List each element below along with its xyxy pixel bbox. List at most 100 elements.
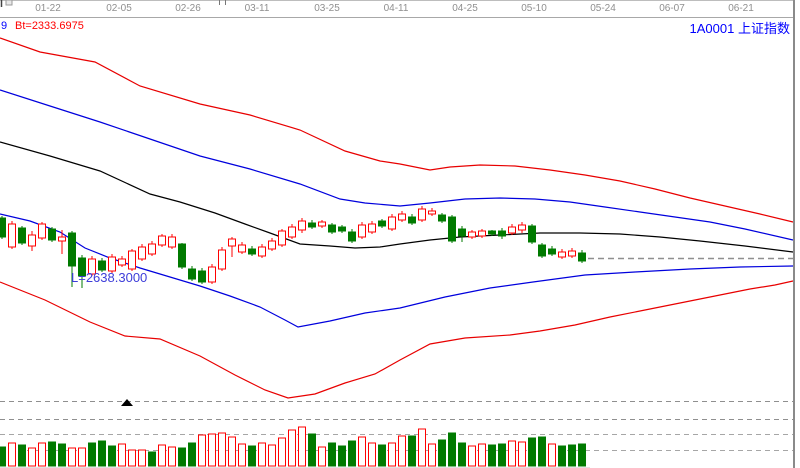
candle-body bbox=[438, 214, 446, 222]
axis-tick-label: 02-05 bbox=[106, 3, 132, 14]
candle-body bbox=[268, 240, 276, 250]
volume-bar bbox=[448, 432, 456, 467]
window-artifact-box bbox=[5, 0, 13, 6]
axis-tick-label: 05-10 bbox=[521, 3, 547, 14]
volume-bar bbox=[348, 440, 356, 467]
candle-body bbox=[98, 260, 106, 271]
candle-body bbox=[368, 223, 376, 233]
volume-bar bbox=[308, 433, 316, 467]
candle-body bbox=[318, 221, 326, 227]
volume-bar bbox=[438, 439, 446, 467]
volume-bar bbox=[498, 443, 506, 467]
candle-body bbox=[528, 225, 536, 243]
candle-body bbox=[198, 270, 206, 283]
candle-body bbox=[568, 250, 576, 257]
candle-body bbox=[168, 236, 176, 248]
axis-tick-label: 04-25 bbox=[452, 3, 478, 14]
candle-body bbox=[478, 230, 486, 237]
volume-bar bbox=[218, 432, 226, 467]
axis-tick-label: 04-11 bbox=[383, 3, 409, 14]
axis-tick-label: 02-26 bbox=[175, 3, 201, 14]
candle-body bbox=[508, 226, 516, 234]
candle-body bbox=[448, 216, 456, 242]
volume-bar bbox=[38, 442, 46, 467]
volume-bar bbox=[28, 447, 36, 467]
volume-bar bbox=[88, 442, 96, 467]
upper-red-band-line bbox=[0, 37, 794, 223]
candle-body bbox=[78, 257, 86, 277]
candle-body bbox=[328, 224, 336, 233]
axis-tick-label: 06-07 bbox=[659, 3, 685, 14]
candle-body bbox=[68, 232, 76, 267]
candle-body bbox=[308, 222, 316, 228]
symbol-code: 1A0001 bbox=[689, 21, 735, 36]
symbol-title[interactable]: 1A0001 上证指数 bbox=[690, 18, 790, 37]
bt-value-label: Bt=2333.6975 bbox=[15, 20, 84, 32]
volume-bar bbox=[518, 441, 526, 467]
candle-body bbox=[258, 246, 266, 257]
candle-body bbox=[428, 210, 436, 215]
candle-body bbox=[28, 234, 36, 247]
candle-body bbox=[188, 268, 196, 280]
volume-bar bbox=[558, 445, 566, 467]
candle-body bbox=[8, 223, 16, 248]
indicator-fragment-label: 9 bbox=[1, 20, 8, 32]
candle-body bbox=[48, 228, 56, 241]
candle-body bbox=[88, 258, 96, 275]
volume-bar bbox=[78, 447, 86, 467]
volume-bar bbox=[508, 440, 516, 467]
volume-bar bbox=[158, 444, 166, 467]
volume-bar bbox=[138, 449, 146, 467]
volume-bar bbox=[238, 443, 246, 467]
candle-body bbox=[138, 246, 146, 260]
candle-body bbox=[468, 231, 476, 238]
candle-body bbox=[398, 213, 406, 221]
candle-body bbox=[278, 230, 286, 246]
symbol-name: 上证指数 bbox=[737, 21, 790, 36]
volume-bar bbox=[488, 444, 496, 467]
volume-bar bbox=[228, 436, 236, 467]
candle-body bbox=[378, 220, 386, 227]
volume-bar bbox=[18, 444, 26, 467]
middle-black-band-line bbox=[0, 141, 794, 253]
volume-bar bbox=[328, 442, 336, 467]
volume-bar bbox=[198, 434, 206, 467]
volume-bar bbox=[378, 444, 386, 467]
volume-bar bbox=[538, 436, 546, 467]
candle-body bbox=[538, 244, 546, 257]
volume-bar bbox=[118, 443, 126, 467]
low-point-label: L=2638.3000 bbox=[71, 270, 148, 285]
axis-tick-label: 06-21 bbox=[728, 3, 754, 14]
volume-bar bbox=[98, 440, 106, 467]
volume-bar bbox=[568, 444, 576, 467]
volume-bar bbox=[458, 442, 466, 467]
candle-body bbox=[358, 224, 366, 238]
volume-bar bbox=[388, 442, 396, 467]
candle-body bbox=[298, 220, 306, 231]
volume-bar bbox=[478, 443, 486, 467]
candle-body bbox=[498, 230, 506, 237]
volume-bar bbox=[318, 446, 326, 467]
candle-body bbox=[158, 235, 166, 246]
volume-bar bbox=[168, 446, 176, 467]
candle-body bbox=[418, 208, 426, 221]
candle-body bbox=[338, 226, 346, 232]
volume-bar bbox=[268, 444, 276, 467]
candle-body bbox=[248, 248, 256, 255]
volume-bar bbox=[548, 443, 556, 467]
candle-body bbox=[0, 217, 6, 238]
candle-body bbox=[178, 243, 186, 268]
candle-body bbox=[558, 251, 566, 258]
candle-body bbox=[18, 227, 26, 244]
axis-tick-label: 03-25 bbox=[314, 3, 340, 14]
volume-bar bbox=[298, 426, 306, 467]
candle-body bbox=[148, 243, 156, 255]
upper-blue-band-line bbox=[0, 89, 794, 241]
candle-body bbox=[128, 250, 136, 270]
candle-body bbox=[58, 236, 66, 242]
volume-bar bbox=[408, 435, 416, 467]
candle-body bbox=[208, 266, 216, 283]
volume-bar bbox=[8, 442, 16, 467]
